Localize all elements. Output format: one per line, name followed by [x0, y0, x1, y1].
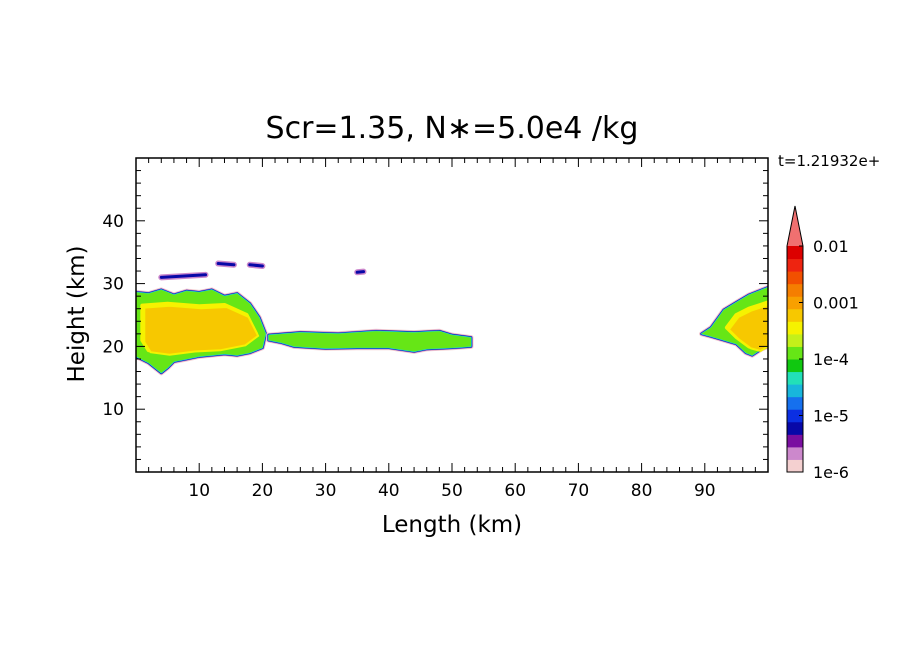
x-tick-label: 30 — [315, 481, 337, 501]
colorbar-extend-arrow — [787, 206, 803, 246]
x-tick-label: 90 — [694, 481, 716, 501]
colorbar-swatch — [787, 246, 803, 260]
colorbar-swatch — [787, 371, 803, 385]
upper-wisps-inner — [216, 262, 236, 267]
y-tick-label: 40 — [102, 212, 124, 232]
plot-axes: 10 20 30 40 50 60 70 80 90 10 20 30 40 — [102, 157, 769, 501]
colorbar-swatch — [787, 258, 803, 272]
y-tick-label: 10 — [102, 400, 124, 420]
upper-wisps-inner — [248, 263, 264, 268]
x-tick-label: 80 — [631, 481, 653, 501]
x-axis-label: Length (km) — [382, 512, 522, 538]
colorbar-swatch — [787, 446, 803, 460]
x-tick-label: 20 — [252, 481, 274, 501]
colorbar-tick-label: 1e-4 — [813, 350, 849, 369]
colorbar-swatch — [787, 384, 803, 398]
right-cloud-core — [727, 304, 768, 352]
colorbar-swatch — [787, 396, 803, 410]
colorbar: 1e-6 1e-5 1e-4 0.001 0.01 — [786, 205, 859, 482]
contour-field — [136, 260, 768, 376]
upper-wisps-inner — [355, 270, 366, 274]
colorbar-swatch — [787, 333, 803, 347]
y-axis-label: Height (km) — [64, 245, 90, 382]
time-label: t=1.21932e+ — [778, 152, 880, 170]
colorbar-swatch — [787, 421, 803, 435]
x-tick-label: 40 — [378, 481, 400, 501]
x-tick-label: 60 — [504, 481, 526, 501]
y-tick-label: 30 — [102, 275, 124, 295]
colorbar-swatch — [787, 271, 803, 285]
colorbar-swatch — [787, 296, 803, 310]
colorbar-swatch — [787, 359, 803, 373]
colorbar-swatch — [787, 434, 803, 448]
chart-title: Scr=1.35, N∗=5.0e4 /kg — [266, 111, 639, 146]
colorbar-swatch — [787, 308, 803, 322]
colorbar-swatch — [787, 321, 803, 335]
colorbar-swatch — [787, 283, 803, 297]
thin-layer-level-5 — [268, 331, 471, 352]
left-cloud-core — [143, 304, 260, 356]
colorbar-tick-label: 0.01 — [813, 237, 849, 256]
colorbar-tick-label: 1e-5 — [813, 407, 849, 426]
upper-wisps-inner — [159, 273, 208, 279]
y-tick-label: 20 — [102, 337, 124, 357]
colorbar-swatch — [787, 409, 803, 423]
x-tick-label: 50 — [441, 481, 463, 501]
colorbar-tick-label: 0.001 — [813, 294, 859, 313]
colorbar-swatch — [787, 459, 803, 473]
x-tick-label: 70 — [568, 481, 590, 501]
colorbar-swatch — [787, 346, 803, 360]
colorbar-tick-label: 1e-6 — [813, 463, 849, 482]
x-tick-label: 10 — [188, 481, 210, 501]
